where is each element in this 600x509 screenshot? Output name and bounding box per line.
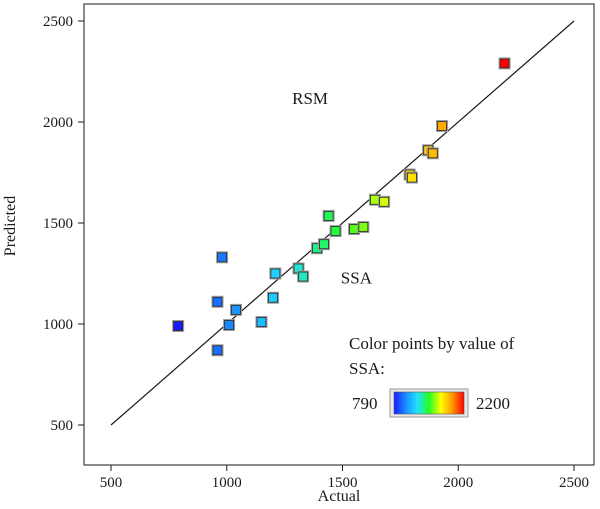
data-points <box>172 57 511 357</box>
data-point <box>231 304 241 315</box>
data-point <box>349 224 359 234</box>
legend-min-label: 790 <box>352 394 378 413</box>
data-point <box>330 226 341 236</box>
x-tick-label: 2500 <box>559 475 589 491</box>
data-point <box>407 172 417 183</box>
color-legend: Color points by value of SSA: 790 2200 <box>349 334 515 418</box>
legend-max-label: 2200 <box>476 394 510 413</box>
annotation-ssa: SSA <box>341 269 373 288</box>
data-point <box>173 321 184 331</box>
y-tick-label: 1000 <box>43 317 73 333</box>
x-tick-label: 500 <box>100 475 123 491</box>
x-axis: 500 1000 1500 2000 2500 <box>100 465 589 491</box>
data-point <box>319 239 329 250</box>
data-point <box>212 296 223 307</box>
y-tick-label: 2000 <box>43 115 73 131</box>
data-point <box>437 121 447 131</box>
data-point <box>379 196 390 207</box>
legend-gradient-bar <box>393 391 465 415</box>
data-point <box>256 317 267 327</box>
data-point <box>323 211 334 221</box>
data-point <box>370 194 380 205</box>
x-tick-label: 1500 <box>328 475 358 491</box>
y-tick-label: 2500 <box>43 14 73 30</box>
data-point <box>217 252 228 263</box>
data-point <box>499 58 510 69</box>
data-point <box>270 268 281 279</box>
y-axis: 500 1000 1500 2000 2500 <box>43 14 84 434</box>
legend-title-line2: SSA: <box>349 359 385 378</box>
data-point <box>268 292 278 303</box>
data-point <box>224 320 234 330</box>
y-axis-title: Predicted <box>2 196 19 256</box>
data-point <box>427 148 438 159</box>
legend-title-line1: Color points by value of <box>349 334 515 353</box>
reference-line <box>110 20 575 426</box>
data-point <box>298 271 309 282</box>
y-tick-label: 500 <box>51 418 74 434</box>
x-tick-label: 1000 <box>212 475 242 491</box>
x-tick-label: 2000 <box>443 475 473 491</box>
data-point <box>212 345 223 356</box>
data-point <box>358 222 369 232</box>
x-axis-title: Actual <box>318 488 361 505</box>
y-tick-label: 1500 <box>43 216 73 232</box>
annotation-rsm: RSM <box>292 89 328 108</box>
